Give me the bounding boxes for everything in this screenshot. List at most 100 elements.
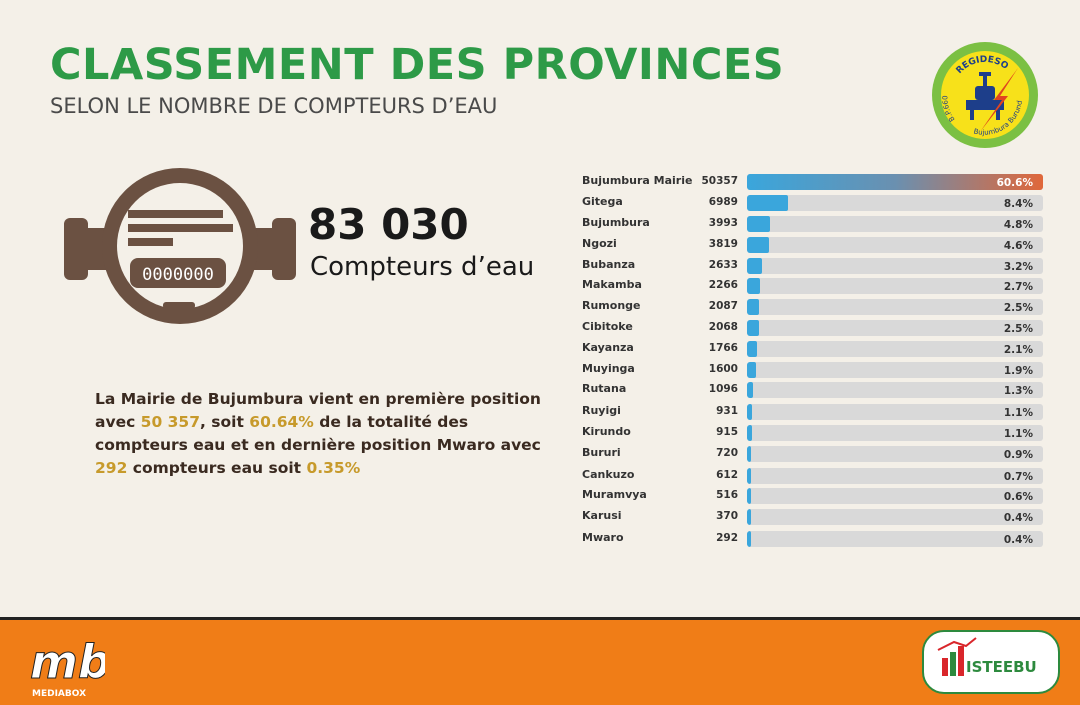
province-name-label: Muyinga: [582, 362, 635, 375]
province-name-label: Bujumbura Mairie: [582, 174, 693, 187]
bar-track: 1.3%: [747, 382, 1043, 398]
percent-label: 0.4%: [1003, 512, 1033, 524]
province-value-label: 3819: [708, 238, 738, 250]
bar-fill: [747, 299, 759, 315]
province-name-label: Cibitoke: [582, 320, 633, 333]
chart-row: Mwaro 292 0.4%: [580, 529, 1050, 549]
bar-fill: [747, 404, 752, 420]
percent-label: 0.7%: [1003, 471, 1033, 483]
bar-fill: [747, 341, 757, 357]
province-value-label: 516: [716, 489, 738, 501]
bar-track: 2.5%: [747, 320, 1043, 336]
province-name-label: Bururi: [582, 446, 621, 459]
bar-fill: [747, 468, 751, 484]
chart-row: Kayanza 1766 2.1%: [580, 339, 1050, 359]
summary-text: La Mairie de Bujumbura vient en première…: [95, 388, 545, 480]
mediabox-logo-sub: MEDIABOX: [32, 689, 86, 699]
bar-fill: [747, 531, 751, 547]
footer-divider: [0, 617, 1080, 620]
chart-row: Ruyigi 931 1.1%: [580, 402, 1050, 422]
page-title: CLASSEMENT DES PROVINCES: [50, 40, 785, 90]
chart-row: Karusi 370 0.4%: [580, 507, 1050, 527]
province-value-label: 2087: [708, 300, 738, 312]
province-name-label: Gitega: [582, 195, 623, 208]
province-name-label: Karusi: [582, 509, 622, 522]
bar-track: 1.1%: [747, 425, 1043, 441]
percent-label: 4.6%: [1003, 240, 1033, 252]
province-value-label: 931: [716, 405, 738, 417]
bar-fill: [747, 320, 759, 336]
province-value-label: 1096: [708, 383, 738, 395]
bar-fill: [747, 509, 751, 525]
bar-track: 4.6%: [747, 237, 1043, 253]
province-value-label: 292: [716, 532, 738, 544]
total-meters-number: 83 030: [308, 200, 469, 249]
summary-value-1: 50 357: [140, 413, 200, 431]
percent-label: 0.6%: [1003, 491, 1033, 503]
province-value-label: 50357: [701, 175, 738, 187]
province-value-label: 1766: [708, 342, 738, 354]
isteebu-logo-text: ISTEEBU: [966, 658, 1037, 676]
percent-label: 8.4%: [1003, 198, 1033, 210]
isteebu-logo-graphic: ISTEEBU: [937, 637, 1037, 676]
bar-track: 2.1%: [747, 341, 1043, 357]
province-name-label: Cankuzo: [582, 468, 635, 481]
bar-track: 0.7%: [747, 468, 1043, 484]
province-name-label: Muramvya: [582, 488, 647, 501]
province-value-label: 2266: [708, 279, 738, 291]
province-name-label: Ruyigi: [582, 404, 621, 417]
water-meter-icon: 0000000: [64, 168, 296, 324]
percent-label: 60.6%: [996, 177, 1033, 189]
bar-fill: [747, 195, 788, 211]
province-name-label: Mwaro: [582, 531, 624, 544]
bar-track: 0.4%: [747, 531, 1043, 547]
summary-part-4: compteurs eau soit: [127, 459, 307, 477]
bar-track: 2.5%: [747, 299, 1043, 315]
bar-fill: [747, 278, 760, 294]
province-value-label: 612: [716, 469, 738, 481]
province-name-label: Kayanza: [582, 341, 634, 354]
bar-track: 1.9%: [747, 362, 1043, 378]
bar-fill: [747, 488, 751, 504]
bar-fill: [747, 258, 762, 274]
bar-fill: [747, 216, 770, 232]
province-name-label: Rutana: [582, 382, 627, 395]
province-name-label: Makamba: [582, 278, 642, 291]
province-value-label: 2068: [708, 321, 738, 333]
bar-track: 8.4%: [747, 195, 1043, 211]
meter-display: 0000000: [142, 265, 214, 285]
percent-label: 4.8%: [1003, 219, 1033, 231]
chart-row: Bururi 720 0.9%: [580, 444, 1050, 464]
percent-label: 1.3%: [1003, 385, 1033, 397]
bar-track: 60.6%: [747, 174, 1043, 190]
provinces-bar-chart: Bujumbura Mairie 50357 60.6% Gitega 6989 8.4%…: [580, 172, 1050, 552]
isteebu-logo: ISTEEBU: [922, 630, 1060, 694]
chart-row: Bujumbura Mairie 50357 60.6%: [580, 172, 1050, 192]
percent-label: 2.7%: [1003, 281, 1033, 293]
bar-track: 3.2%: [747, 258, 1043, 274]
percent-label: 1.9%: [1003, 365, 1033, 377]
percent-label: 3.2%: [1003, 261, 1033, 273]
chart-row: Rutana 1096 1.3%: [580, 380, 1050, 400]
province-name-label: Bujumbura: [582, 216, 650, 229]
mediabox-logo-main: mb: [30, 635, 105, 689]
province-name-label: Ngozi: [582, 237, 617, 250]
chart-row: Muyinga 1600 1.9%: [580, 360, 1050, 380]
regideso-logo: REGIDESO B.P.660 Bujumbura Burundi: [930, 40, 1038, 148]
percent-label: 0.9%: [1003, 449, 1033, 461]
bar-fill: [747, 425, 752, 441]
province-value-label: 720: [716, 447, 738, 459]
mediabox-logo: mb MEDIABOX: [30, 635, 105, 700]
chart-row: Rumonge 2087 2.5%: [580, 297, 1050, 317]
province-value-label: 370: [716, 510, 738, 522]
lightning-icon: [980, 68, 1018, 132]
bar-fill: [747, 362, 756, 378]
percent-label: 2.5%: [1003, 302, 1033, 314]
summary-value-4: 0.35%: [306, 459, 361, 477]
bar-fill: [747, 237, 769, 253]
province-value-label: 3993: [708, 217, 738, 229]
percent-label: 0.4%: [1003, 534, 1033, 546]
province-value-label: 6989: [708, 196, 738, 208]
bar-track: 1.1%: [747, 404, 1043, 420]
percent-label: 2.1%: [1003, 344, 1033, 356]
